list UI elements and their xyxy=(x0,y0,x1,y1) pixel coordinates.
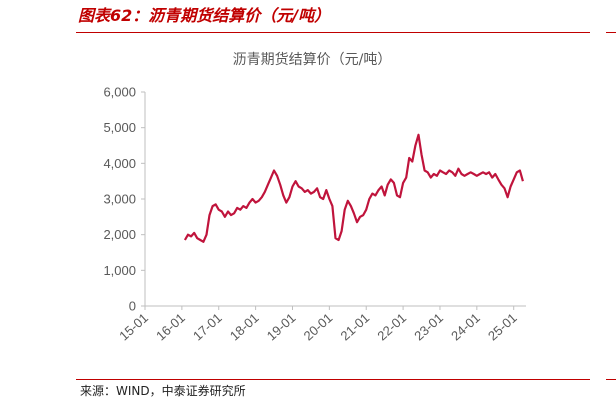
x-tick-label: 16-01 xyxy=(153,310,188,343)
x-tick-label: 15-01 xyxy=(116,310,151,343)
bottom-rule-right xyxy=(606,379,616,380)
y-tick-label: 3,000 xyxy=(103,192,136,207)
series-line-asphalt-price xyxy=(183,133,524,243)
y-tick-label: 2,000 xyxy=(103,227,136,242)
x-tick-label: 21-01 xyxy=(337,310,372,343)
top-rule-right xyxy=(606,32,616,33)
figure-title: 图表62：沥青期货结算价（元/吨） xyxy=(78,6,331,25)
y-tick-label: 0 xyxy=(129,299,136,314)
y-tick-label: 1,000 xyxy=(103,263,136,278)
x-tick-label: 23-01 xyxy=(411,310,446,343)
x-tick-label: 22-01 xyxy=(374,310,409,343)
x-tick-label: 19-01 xyxy=(264,310,299,343)
x-tick-label: 24-01 xyxy=(448,310,483,343)
source-note: 来源：WIND，中泰证券研究所 xyxy=(80,384,246,398)
x-tick-label: 25-01 xyxy=(485,310,520,343)
y-tick-label: 5,000 xyxy=(103,120,136,135)
chart-title: 沥青期货结算价（元/吨） xyxy=(233,51,392,68)
y-tick-label: 4,000 xyxy=(103,156,136,171)
x-tick-label: 17-01 xyxy=(190,310,225,343)
y-tick-label: 6,000 xyxy=(103,85,136,100)
x-tick-label: 18-01 xyxy=(227,310,262,343)
top-rule xyxy=(76,32,590,33)
x-tick-label: 20-01 xyxy=(301,310,336,343)
bottom-rule xyxy=(76,379,590,380)
line-chart: 沥青期货结算价（元/吨） 0 1,000 2,000 3,000 4,000 5,000 6… xyxy=(103,51,526,343)
